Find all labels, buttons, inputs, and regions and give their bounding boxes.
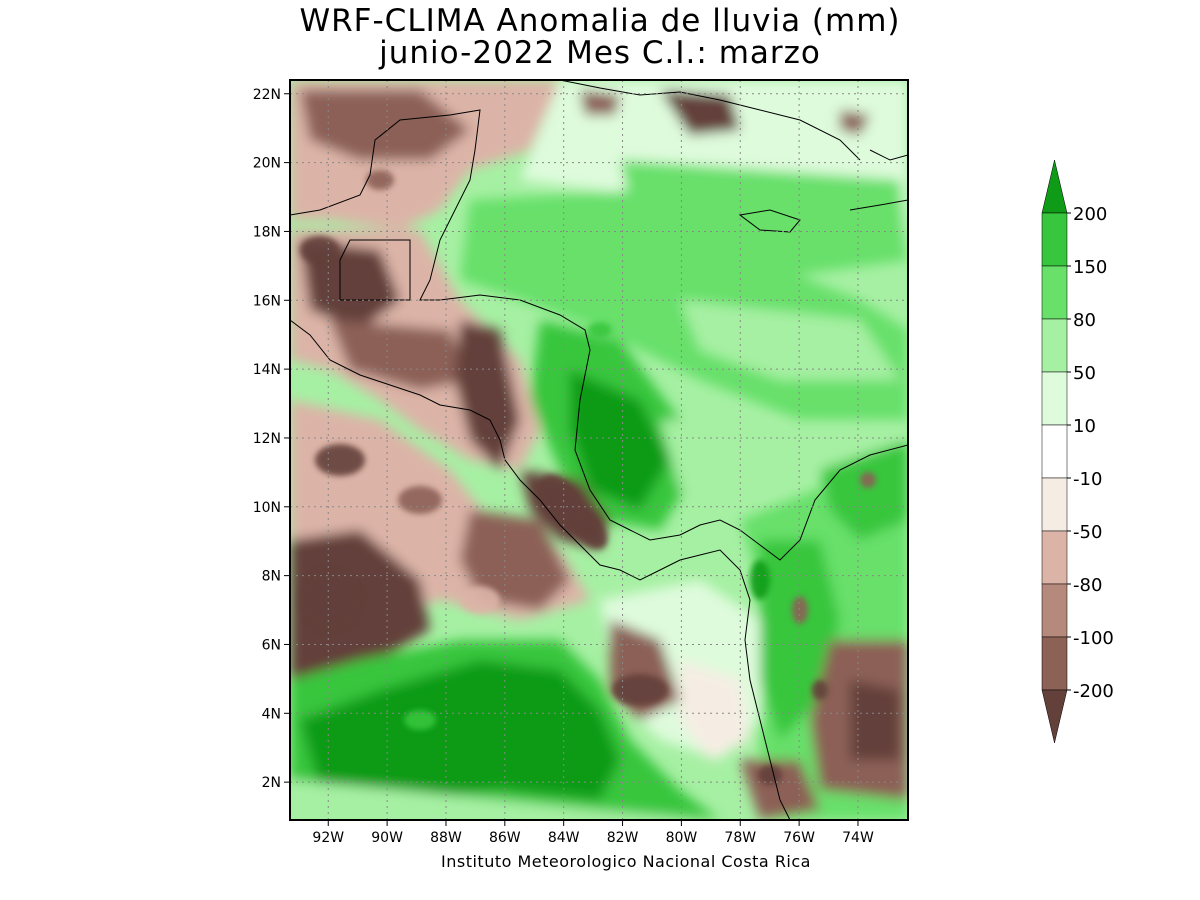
colorbar-swatch <box>1041 636 1068 691</box>
map-title: WRF-CLIMA Anomalia de lluvia (mm) <box>299 3 901 39</box>
longitude-axis: 92W 90W 88W 86W 84W 82W 80W 78W 76W 74W <box>312 820 874 846</box>
colorbar-swatch <box>1041 583 1068 638</box>
lon-tick-label: 76W <box>783 830 815 846</box>
colorbar-label: 80 <box>1073 310 1096 331</box>
lat-tick-label: 10N <box>253 500 281 516</box>
colorbar-swatch <box>1041 424 1068 479</box>
lon-tick-label: 90W <box>371 830 403 846</box>
colorbar-swatch <box>1041 265 1068 320</box>
lat-tick-label: 12N <box>253 431 281 447</box>
graticule <box>290 80 908 820</box>
colorbar-label: 10 <box>1073 416 1096 437</box>
colorbar-legend: 200 150 80 50 10 -10 -50 -80 -100 -200 <box>1041 159 1114 744</box>
colorbar-label: -200 <box>1073 681 1114 702</box>
lon-tick-label: 74W <box>842 830 874 846</box>
colorbar-top-arrow <box>1041 159 1068 214</box>
lat-tick-label: 4N <box>262 706 281 722</box>
colorbar-swatch <box>1041 212 1068 267</box>
lon-tick-label: 80W <box>666 830 698 846</box>
colorbar-bottom-arrow <box>1041 689 1068 744</box>
lat-tick-label: 20N <box>253 156 281 172</box>
lat-tick-label: 8N <box>262 569 281 585</box>
lat-tick-label: 6N <box>262 637 281 653</box>
lat-tick-label: 18N <box>253 224 281 240</box>
colorbar-label: 200 <box>1073 204 1107 225</box>
colorbar-label: -10 <box>1073 469 1102 490</box>
colorbar-label: -80 <box>1073 575 1102 596</box>
map-frame <box>289 79 909 821</box>
lon-tick-label: 82W <box>607 830 639 846</box>
lon-tick-label: 88W <box>430 830 462 846</box>
colorbar-label: -50 <box>1073 522 1102 543</box>
lat-tick-label: 16N <box>253 293 281 309</box>
rain-anomaly-field <box>290 80 908 820</box>
lat-tick-label: 14N <box>253 362 281 378</box>
colorbar-swatch <box>1041 371 1068 426</box>
lat-tick-label: 2N <box>262 775 281 791</box>
colorbar-swatch <box>1041 530 1068 585</box>
colorbar-label: 150 <box>1073 257 1107 278</box>
colorbar-swatch <box>1041 477 1068 532</box>
colorbar-swatch <box>1041 318 1068 373</box>
lon-tick-label: 86W <box>489 830 521 846</box>
latitude-axis: 22N 20N 18N 16N 14N 12N 10N 8N 6N 4N 2N <box>253 87 290 791</box>
colorbar-label: -100 <box>1073 628 1114 649</box>
map-subtitle: junio-2022 Mes C.I.: marzo <box>379 35 821 71</box>
credit-label: Instituto Meteorologico Nacional Costa R… <box>441 852 811 871</box>
lon-tick-label: 92W <box>312 830 344 846</box>
colorbar-label: 50 <box>1073 363 1096 384</box>
lon-tick-label: 84W <box>548 830 580 846</box>
lon-tick-label: 78W <box>724 830 756 846</box>
lat-tick-label: 22N <box>253 87 281 103</box>
